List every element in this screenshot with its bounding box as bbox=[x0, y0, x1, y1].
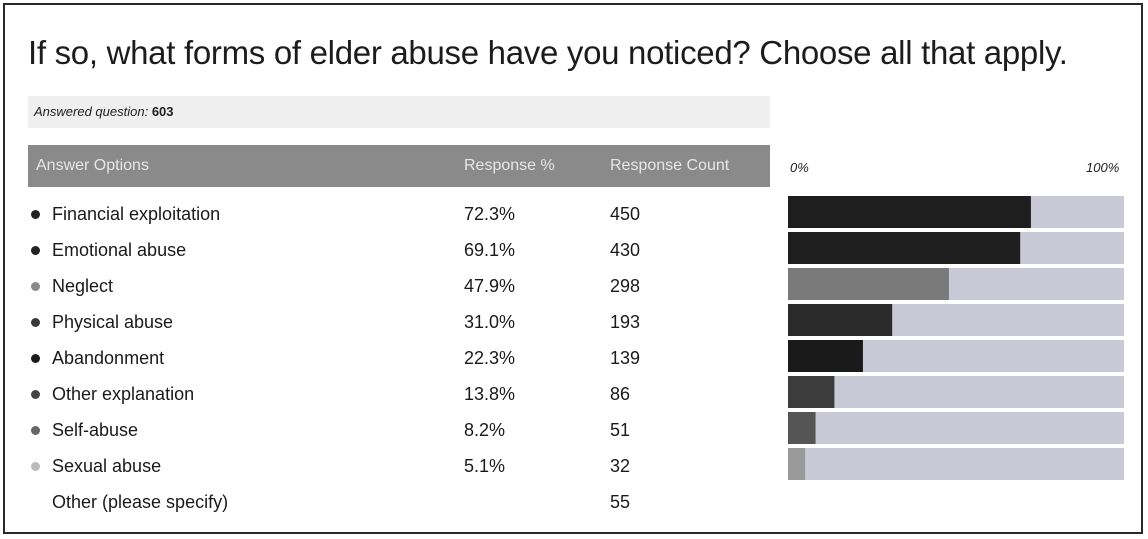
header-answer-options: Answer Options bbox=[36, 157, 149, 174]
bar-other-explanation bbox=[788, 376, 835, 408]
answer-option-label: Neglect bbox=[52, 276, 114, 296]
table-row: Sexual abuse 5.1% 32 bbox=[28, 448, 770, 484]
bar-financial-exploitation bbox=[788, 196, 1031, 228]
response-count: 450 bbox=[610, 204, 641, 224]
bar-abandonment bbox=[788, 340, 863, 372]
answer-option-label: Other (please specify) bbox=[52, 492, 229, 512]
response-percent: 13.8% bbox=[464, 384, 516, 404]
answer-option-label: Self-abuse bbox=[52, 420, 139, 440]
answer-option-label: Sexual abuse bbox=[52, 456, 162, 476]
table-row: Other (please specify) 55 bbox=[28, 484, 770, 520]
bullet-icon bbox=[31, 210, 40, 219]
response-percent: 72.3% bbox=[464, 204, 516, 224]
response-count: 193 bbox=[610, 312, 641, 332]
table-row: Financial exploitation 72.3% 450 bbox=[28, 196, 770, 232]
bar-emotional-abuse bbox=[788, 232, 1021, 264]
response-percent: 8.2% bbox=[464, 420, 506, 440]
bar-track bbox=[788, 376, 1124, 408]
bar-track bbox=[788, 412, 1124, 444]
response-percent: 69.1% bbox=[464, 240, 516, 260]
response-count: 86 bbox=[610, 384, 631, 404]
response-percent: 47.9% bbox=[464, 276, 516, 296]
bar-self-abuse bbox=[788, 412, 816, 444]
table-row: Abandonment 22.3% 139 bbox=[28, 340, 770, 376]
response-count: 139 bbox=[610, 348, 641, 368]
bullet-icon bbox=[31, 282, 40, 291]
table-row: Neglect 47.9% 298 bbox=[28, 268, 770, 304]
bullet-icon bbox=[31, 354, 40, 363]
bullet-icon bbox=[31, 390, 40, 399]
response-percent: 22.3% bbox=[464, 348, 516, 368]
bullet-icon bbox=[31, 426, 40, 435]
response-percent: 5.1% bbox=[464, 456, 506, 476]
header-response-count: Response Count bbox=[610, 157, 730, 174]
bar-sexual-abuse bbox=[788, 448, 806, 480]
answered-question-bar: Answered question: 603 bbox=[28, 96, 770, 128]
answered-label: Answered question: bbox=[34, 104, 149, 119]
question-title: If so, what forms of elder abuse have yo… bbox=[28, 34, 1068, 71]
answer-option-label: Financial exploitation bbox=[52, 204, 221, 224]
answered-count: 603 bbox=[151, 104, 174, 119]
response-percent: 31.0% bbox=[464, 312, 516, 332]
table-row: Emotional abuse 69.1% 430 bbox=[28, 232, 770, 268]
response-count: 51 bbox=[610, 420, 631, 440]
bar-neglect bbox=[788, 268, 949, 300]
answer-option-label: Emotional abuse bbox=[52, 240, 187, 260]
response-count: 32 bbox=[610, 456, 631, 476]
bullet-icon bbox=[31, 318, 40, 327]
answer-option-label: Physical abuse bbox=[52, 312, 174, 332]
bullet-icon bbox=[31, 246, 40, 255]
response-count: 298 bbox=[610, 276, 641, 296]
table-header: Answer Options Response % Response Count bbox=[28, 145, 770, 187]
bar-physical-abuse bbox=[788, 304, 893, 336]
scale-min-label: 0% bbox=[790, 160, 809, 175]
table-row: Other explanation 13.8% 86 bbox=[28, 376, 770, 412]
bar-track bbox=[788, 448, 1124, 480]
header-response-percent: Response % bbox=[464, 157, 555, 174]
answer-option-label: Other explanation bbox=[52, 384, 195, 404]
response-count: 430 bbox=[610, 240, 641, 260]
answer-option-label: Abandonment bbox=[52, 348, 165, 368]
table-row: Physical abuse 31.0% 193 bbox=[28, 304, 770, 340]
response-bar-chart bbox=[788, 196, 1124, 480]
scale-max-label: 100% bbox=[1086, 160, 1120, 175]
response-count: 55 bbox=[610, 492, 631, 512]
table-row: Self-abuse 8.2% 51 bbox=[28, 412, 770, 448]
bullet-icon bbox=[31, 462, 40, 471]
